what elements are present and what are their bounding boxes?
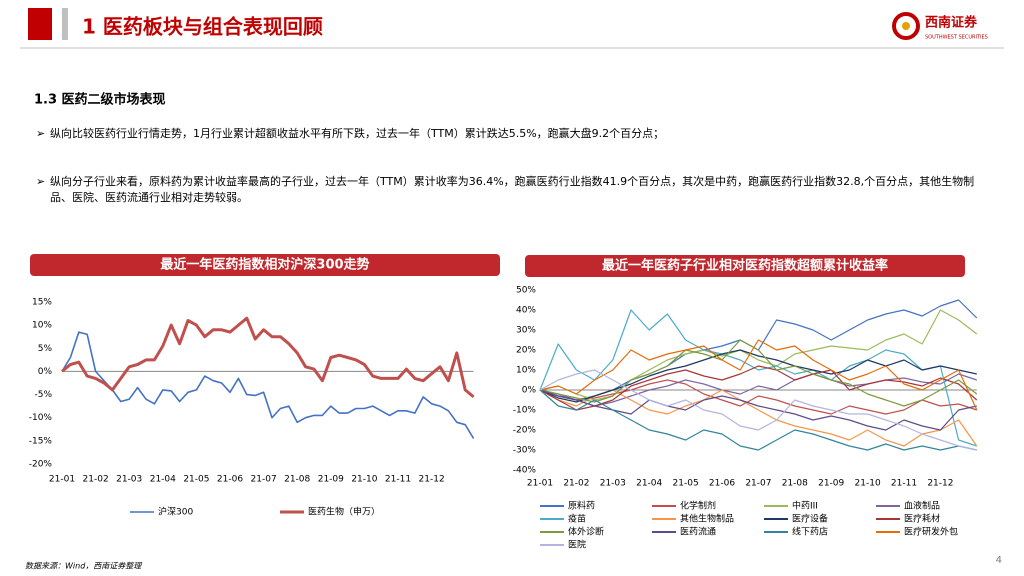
chart-title: 最近一年医药指数相对沪深300走势 xyxy=(160,257,369,273)
legend-label: 疫苗 xyxy=(568,513,586,525)
x-tick-label: 21-02 xyxy=(83,475,109,485)
legend-label: 医药流通 xyxy=(680,526,716,538)
legend-label: 化学制剂 xyxy=(680,500,716,512)
y-tick-label: 0% xyxy=(522,386,537,396)
y-tick-label: 10% xyxy=(32,321,52,331)
legend-label: 医药生物（申万） xyxy=(308,506,380,518)
y-tick-label: 0% xyxy=(38,367,53,377)
series-line xyxy=(539,339,978,407)
x-tick-label: 21-12 xyxy=(927,479,953,489)
y-tick-label: -5% xyxy=(34,390,52,400)
legend-label: 沪深300 xyxy=(158,506,193,518)
chart-banner xyxy=(525,255,965,277)
series-line xyxy=(61,316,475,399)
x-tick-label: 21-04 xyxy=(150,475,176,485)
x-tick-label: 21-11 xyxy=(891,479,917,489)
y-tick-label: 30% xyxy=(516,326,536,336)
y-tick-label: -10% xyxy=(513,406,537,416)
y-tick-label: 10% xyxy=(516,366,536,376)
x-tick-label: 21-10 xyxy=(855,479,881,489)
x-tick-label: 21-11 xyxy=(385,475,411,485)
y-tick-label: 15% xyxy=(32,298,52,308)
x-tick-label: 21-06 xyxy=(709,479,735,489)
legend-label: 原料药 xyxy=(568,500,595,512)
legend-label: 医疗耗材 xyxy=(904,513,940,525)
x-tick-label: 21-07 xyxy=(251,475,277,485)
x-tick-label: 21-08 xyxy=(284,475,310,485)
series-line xyxy=(539,339,978,411)
legend-label: 中药III xyxy=(792,500,818,512)
x-tick-label: 21-08 xyxy=(782,479,808,489)
x-tick-label: 21-01 xyxy=(49,475,75,485)
x-tick-label: 21-09 xyxy=(818,479,844,489)
bullet-text: 纵向比较医药行业行情走势，1月行业累计超额收益水平有所下跌，过去一年（TTM）累… xyxy=(50,127,665,140)
x-tick-label: 21-02 xyxy=(563,479,589,489)
section-title: 1.3 医药二级市场表现 xyxy=(34,92,166,108)
x-tick-label: 21-03 xyxy=(600,479,626,489)
logo-english: SOUTHWEST SECURITIES xyxy=(925,35,988,41)
series-line xyxy=(539,369,977,451)
y-tick-label: -20% xyxy=(29,460,53,470)
x-tick-label: 21-05 xyxy=(183,475,209,485)
x-tick-label: 21-04 xyxy=(636,479,662,489)
series-line xyxy=(539,379,977,415)
x-tick-label: 21-12 xyxy=(419,475,445,485)
x-tick-label: 21-09 xyxy=(318,475,344,485)
source-note: 数据来源：Wind，西南证券整理 xyxy=(25,562,142,571)
series-line xyxy=(539,389,977,451)
header-block xyxy=(28,8,52,40)
series-line xyxy=(61,331,475,439)
x-tick-label: 21-06 xyxy=(217,475,243,485)
chart-title: 最近一年医药子行业相对医药指数超额累计收益率 xyxy=(602,258,888,274)
bullet-text: 纵向分子行业来看，原料药为累计收益率最高的子行业，过去一年（TTM）累计收率为3… xyxy=(50,175,975,204)
legend-label: 其他生物制品 xyxy=(680,513,734,525)
x-tick-label: 21-10 xyxy=(351,475,377,485)
header-bar xyxy=(62,8,68,40)
y-tick-label: 20% xyxy=(516,346,536,356)
y-tick-label: -40% xyxy=(513,466,537,476)
legend-label: 医院 xyxy=(568,539,586,551)
y-tick-label: -15% xyxy=(29,436,53,446)
series-line xyxy=(539,349,977,403)
y-tick-label: 40% xyxy=(516,306,536,316)
logo-name: 西南证券 xyxy=(925,15,978,31)
logo-icon xyxy=(892,12,920,40)
legend-label: 医疗研发外包 xyxy=(904,526,958,538)
logo-dot xyxy=(902,22,910,30)
bullet: ➢ 纵向分子行业来看，原料药为累计收益率最高的子行业，过去一年（TTM）累计收率为… xyxy=(36,174,986,206)
chart-banner xyxy=(30,254,500,276)
y-tick-label: 50% xyxy=(516,286,536,296)
legend-label: 医疗设备 xyxy=(792,513,828,525)
x-tick-label: 21-01 xyxy=(527,479,553,489)
x-tick-label: 21-07 xyxy=(745,479,771,489)
series-line xyxy=(539,373,977,407)
series-line xyxy=(539,365,978,411)
y-tick-label: -30% xyxy=(513,446,537,456)
bullet: ➢ 纵向比较医药行业行情走势，1月行业累计超额收益水平有所下跌，过去一年（TTM）… xyxy=(36,126,986,142)
legend-label: 血液制品 xyxy=(904,500,940,512)
legend-label: 线下药店 xyxy=(792,526,828,538)
y-tick-label: 5% xyxy=(38,344,53,354)
y-tick-label: -10% xyxy=(29,413,53,423)
y-tick-label: -20% xyxy=(513,426,537,436)
page-number: 4 xyxy=(996,555,1002,566)
page-title: 1 医药板块与组合表现回顾 xyxy=(82,15,323,39)
legend-label: 体外诊断 xyxy=(568,526,604,538)
x-tick-label: 21-03 xyxy=(116,475,142,485)
series-line xyxy=(539,309,977,447)
x-tick-label: 21-05 xyxy=(673,479,699,489)
